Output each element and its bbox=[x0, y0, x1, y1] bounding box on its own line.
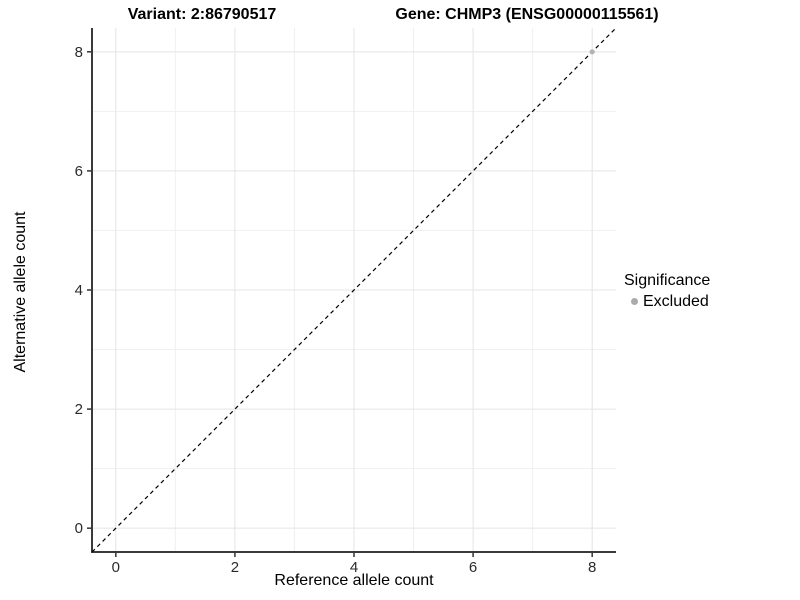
legend-item-label: Excluded bbox=[643, 293, 709, 310]
y-tick-label: 2 bbox=[75, 401, 83, 418]
y-tick-label: 4 bbox=[75, 282, 83, 299]
legend-item-excluded: Excluded bbox=[624, 293, 794, 310]
x-tick-label: 0 bbox=[112, 559, 120, 576]
plot-title-variant: Variant: 2:86790517 bbox=[127, 6, 277, 23]
legend-title: Significance bbox=[624, 272, 711, 289]
excluded-point-icon bbox=[631, 298, 638, 305]
y-tick-label: 6 bbox=[75, 163, 83, 180]
x-tick-label: 8 bbox=[588, 559, 596, 576]
x-tick-label: 6 bbox=[469, 559, 477, 576]
y-axis-title: Alternative allele count bbox=[12, 211, 29, 373]
diagonal-reference-line bbox=[91, 27, 617, 553]
legend: Significance Excluded bbox=[624, 272, 794, 310]
y-tick-label: 0 bbox=[75, 520, 83, 537]
plot-title-gene: Gene: CHMP3 (ENSG00000115561) bbox=[395, 6, 659, 23]
x-axis-title: Reference allele count bbox=[274, 572, 434, 589]
x-tick-label: 4 bbox=[350, 559, 358, 576]
x-tick-label: 2 bbox=[231, 559, 239, 576]
data-point-excluded bbox=[589, 49, 595, 55]
y-tick-label: 8 bbox=[75, 44, 83, 61]
